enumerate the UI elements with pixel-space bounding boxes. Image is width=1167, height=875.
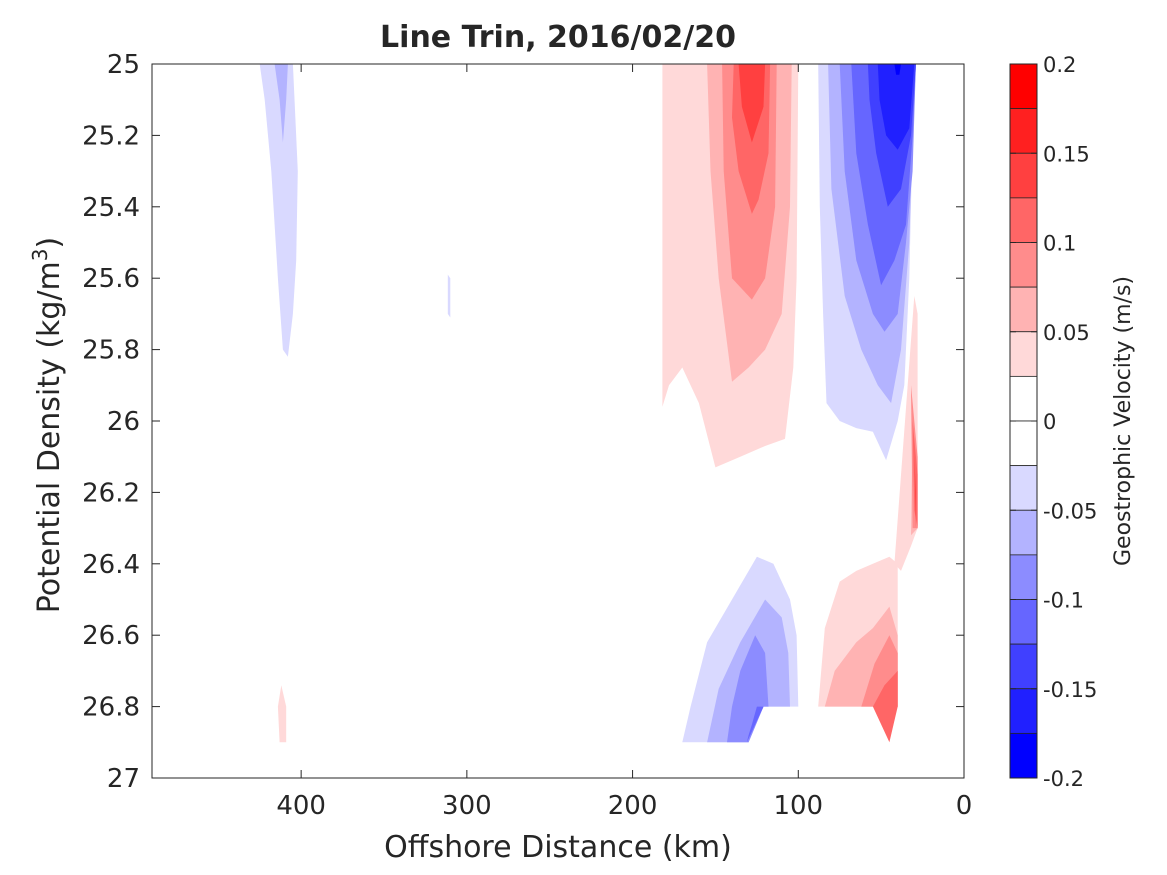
y-tick-label: 25.4	[82, 193, 140, 223]
y-tick-label: 25.8	[82, 336, 140, 366]
y-tick-label: 25.2	[82, 121, 140, 151]
contour-coastal-jet-neg-6	[877, 64, 915, 150]
contour-coastal-jet-pos-5	[914, 456, 916, 529]
colorbar-tick-label: 0.2	[1043, 53, 1076, 77]
colorbar-frame	[1009, 63, 1038, 779]
colorbar-tick-label: 0.1	[1043, 232, 1076, 256]
colorbar-level	[1009, 108, 1038, 154]
contour-fills	[259, 64, 918, 743]
contour-coastal-jet-neg-7	[894, 64, 901, 75]
y-axis-label-main: Potential Density (kg/m	[32, 261, 67, 613]
colorbar-level	[1009, 420, 1038, 467]
x-tick-label: 100	[773, 791, 823, 821]
colorbar-tick-labels: 0.2 0.15 0.1 0.05 0 -0.05 -0.1 -0.15 -0.2	[1043, 53, 1097, 791]
colorbar-tick-label: -0.1	[1043, 589, 1084, 613]
x-tick-labels: 400 300 200 100 0	[276, 791, 972, 821]
y-axis-label-close: )	[32, 237, 67, 249]
contour-deep-offshore-neg-4	[746, 706, 764, 743]
colorbar-level	[1009, 554, 1038, 600]
contour-deep-coastal-pos-4	[872, 670, 898, 743]
colorbar-level	[1009, 286, 1038, 333]
y-tick-label: 26.4	[82, 550, 140, 580]
x-tick-label: 0	[956, 791, 973, 821]
colorbar-level	[1009, 331, 1038, 377]
x-axis-label: Offshore Distance (km)	[384, 830, 732, 865]
colorbar-level	[1009, 643, 1038, 690]
colorbar-tick-label: 0.05	[1043, 321, 1090, 345]
colorbar-level	[1009, 732, 1038, 779]
colorbar-tick-label: -0.05	[1043, 499, 1097, 523]
colorbar-level	[1009, 375, 1038, 422]
y-tick-label: 27	[107, 764, 140, 794]
contour-far-offshore-neg-2	[274, 64, 288, 143]
colorbar-tick-label: -0.15	[1043, 678, 1097, 702]
contour-bottom-speck-pos	[277, 685, 287, 743]
colorbar-level	[1009, 509, 1038, 556]
colorbar	[1009, 63, 1038, 779]
y-tick-label: 26.2	[82, 478, 140, 508]
colorbar-level	[1009, 465, 1038, 511]
y-tick-label: 26.8	[82, 693, 140, 723]
colorbar-label: Geostrophic Velocity (m/s)	[1111, 276, 1136, 566]
y-tick-label: 26	[107, 407, 140, 437]
x-tick-label: 200	[608, 791, 658, 821]
contour-far-offshore-neg-1	[259, 64, 298, 357]
colorbar-level	[1009, 197, 1038, 243]
y-tick-label: 25	[107, 50, 140, 80]
colorbar-level	[1009, 242, 1038, 288]
y-tick-labels: 25 25.2 25.4 25.6 25.8 26 26.2 26.4 26.6 26.8 27	[82, 50, 140, 794]
x-tick-label: 300	[442, 791, 492, 821]
colorbar-level	[1009, 599, 1038, 645]
y-tick-label: 26.6	[82, 621, 140, 651]
y-tick-label: 25.6	[82, 264, 140, 294]
contour-mid-speck-neg	[447, 274, 451, 318]
y-axis-label: Potential Density (kg/m3)	[28, 237, 67, 613]
colorbar-level	[1009, 152, 1038, 199]
colorbar-level	[1009, 63, 1038, 110]
colorbar-level	[1009, 688, 1038, 734]
x-tick-label: 400	[276, 791, 326, 821]
colorbar-tick-label: 0.15	[1043, 142, 1090, 166]
contour-upper-jet-pos-5	[738, 64, 766, 143]
chart-title: Line Trin, 2016/02/20	[380, 20, 736, 55]
y-axis-label-superscript: 3	[28, 248, 52, 261]
colorbar-tick-label: -0.2	[1043, 767, 1084, 791]
colorbar-tick-label: 0	[1043, 410, 1056, 434]
plot-frame	[151, 63, 965, 779]
